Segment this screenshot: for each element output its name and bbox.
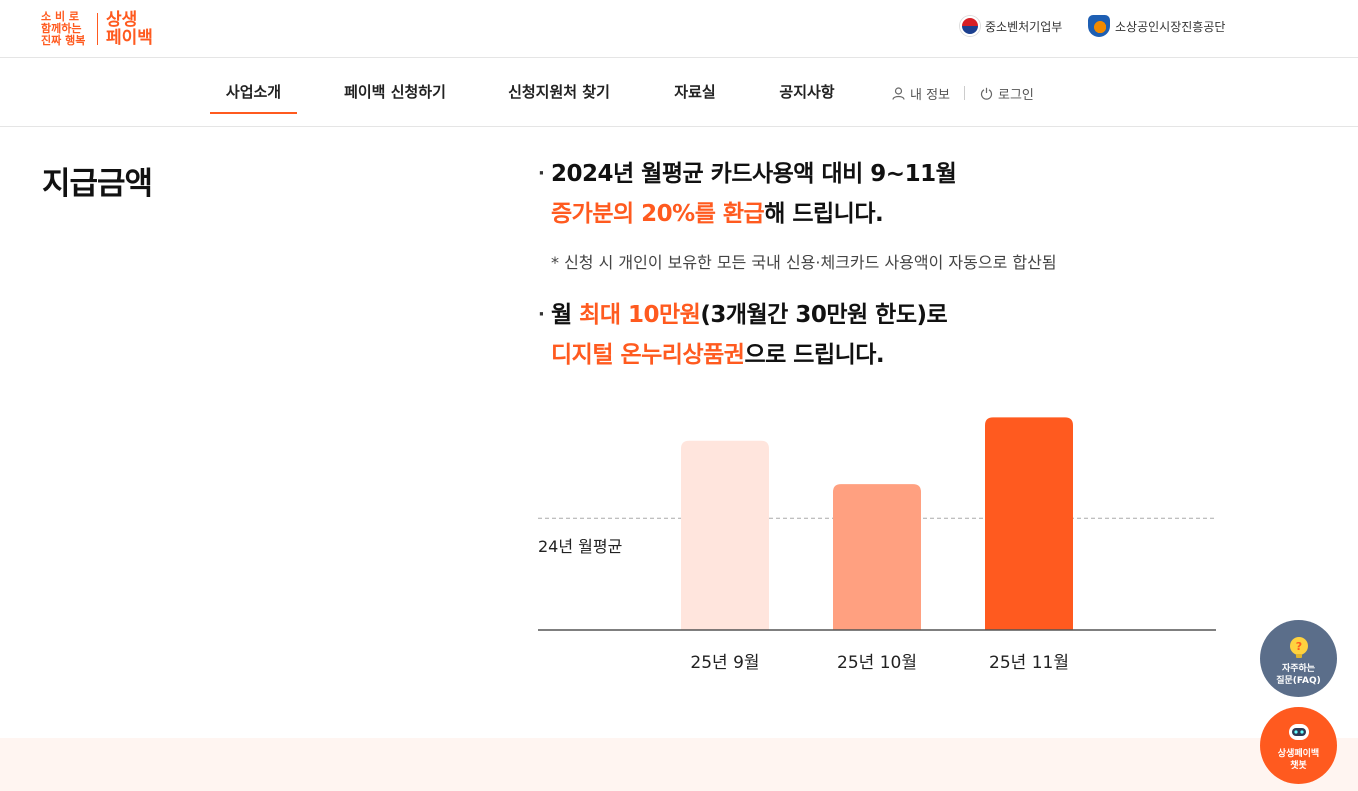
bullet-text: 월 xyxy=(551,302,580,328)
faq-label-line: 질문(FAQ) xyxy=(1276,676,1321,686)
bullet-text: 해 드립니다. xyxy=(764,201,884,227)
logo-slogan: 소 비 로 함께하는 진짜 행복 xyxy=(41,11,91,47)
my-info-link[interactable]: 내 정보 xyxy=(892,83,950,103)
logo-slogan-line: 소 비 로 xyxy=(41,10,80,23)
highlight-text: 증가분의 20%를 환급 xyxy=(551,201,765,227)
logo-wordmark: 상생 페이백 xyxy=(106,11,153,47)
nav-item-about[interactable]: 사업소개 xyxy=(210,59,297,126)
nav-item-apply[interactable]: 페이백 신청하기 xyxy=(344,83,446,101)
bullet-line: 디지털 온누리상품권으로 드립니다. xyxy=(538,335,947,375)
bullet-text: 으로 드립니다. xyxy=(744,342,885,368)
robot-icon xyxy=(1286,720,1312,744)
highlight-text: 최대 10만원 xyxy=(579,302,701,328)
bullet-line: 월 최대 10만원(3개월간 30만원 한도)로 xyxy=(538,295,948,335)
main-nav: 사업소개 페이백 신청하기 신청지원처 찾기 자료실 공지사항 내 정보 로그인 xyxy=(0,59,1358,127)
x-tick-label: 25년 9월 xyxy=(690,653,760,673)
taegeuk-emblem-icon xyxy=(960,16,980,36)
mss-label: 중소벤처기업부 xyxy=(985,19,1063,34)
nav-item-library[interactable]: 자료실 xyxy=(674,83,716,101)
user-icon xyxy=(892,86,905,100)
bullet-text: 2024년 월평균 카드사용액 대비 9~11월 xyxy=(551,161,957,187)
power-icon xyxy=(980,87,993,100)
site-logo[interactable]: 소 비 로 함께하는 진짜 행복 상생 페이백 xyxy=(41,8,163,50)
payback-bar-chart: 24년 월평균 25년 9월 25년 10월 25년 11월 xyxy=(538,405,1216,685)
highlight-text: 디지털 온누리상품권 xyxy=(551,342,745,368)
faq-button[interactable]: ? 자주하는 질문(FAQ) xyxy=(1260,620,1337,697)
logo-divider xyxy=(97,13,98,45)
semas-link[interactable]: 소상공인시장진흥공단 xyxy=(1088,14,1225,38)
top-header: 소 비 로 함께하는 진짜 행복 상생 페이백 중소벤처기업부 소상공인시장진흥… xyxy=(0,0,1358,58)
bar-2 xyxy=(833,484,921,630)
logo-slogan-line: 함께하는 xyxy=(41,22,82,35)
bar-1 xyxy=(681,440,769,630)
footer-band xyxy=(0,738,1358,791)
bullet-line: 증가분의 20%를 환급해 드립니다. xyxy=(538,194,956,234)
page-title: 지급금액 xyxy=(42,166,153,202)
semas-emblem-icon xyxy=(1088,15,1110,37)
my-info-label: 내 정보 xyxy=(910,87,951,103)
chart-canvas xyxy=(538,417,1216,631)
faq-label-line: 자주하는 xyxy=(1281,664,1316,674)
bullet-dot: · xyxy=(538,304,545,325)
bullet-refund: · 2024년 월평균 카드사용액 대비 9~11월 증가분의 20%를 환급해… xyxy=(538,154,957,234)
bullet-text: (3개월간 30만원 한도)로 xyxy=(700,302,948,328)
logo-slogan-line: 진짜 행복 xyxy=(41,34,86,47)
logo-wordmark-line: 페이백 xyxy=(106,28,153,48)
chatbot-label-line: 상생페이백 xyxy=(1277,749,1320,759)
logo-wordmark-line: 상생 xyxy=(106,10,138,30)
bullet-max-amount: · 월 최대 10만원(3개월간 30만원 한도)로 디지털 온누리상품권으로 … xyxy=(538,295,948,375)
bullet-line: 2024년 월평균 카드사용액 대비 9~11월 xyxy=(538,154,957,194)
bar-3 xyxy=(985,417,1073,630)
svg-text:?: ? xyxy=(1295,640,1301,653)
login-link[interactable]: 로그인 xyxy=(980,83,1034,103)
card-note: * 신청 시 개인이 보유한 모든 국내 신용·체크카드 사용액이 자동으로 합… xyxy=(551,253,1057,272)
nav-item-find-center[interactable]: 신청지원처 찾기 xyxy=(508,83,610,101)
nav-item-notice[interactable]: 공지사항 xyxy=(779,83,835,101)
semas-label: 소상공인시장진흥공단 xyxy=(1115,19,1226,34)
reference-line-label: 24년 월평균 xyxy=(538,537,623,556)
x-tick-label: 25년 10월 xyxy=(837,653,917,673)
chatbot-button[interactable]: 상생페이백 챗봇 xyxy=(1260,707,1337,784)
x-tick-label: 25년 11월 xyxy=(989,653,1069,673)
bullet-dot: · xyxy=(538,163,545,184)
mss-link[interactable]: 중소벤처기업부 xyxy=(960,14,1062,38)
util-divider xyxy=(964,86,965,100)
lightbulb-question-icon: ? xyxy=(1286,635,1312,659)
chatbot-label-line: 챗봇 xyxy=(1290,761,1307,771)
login-label: 로그인 xyxy=(998,87,1034,103)
